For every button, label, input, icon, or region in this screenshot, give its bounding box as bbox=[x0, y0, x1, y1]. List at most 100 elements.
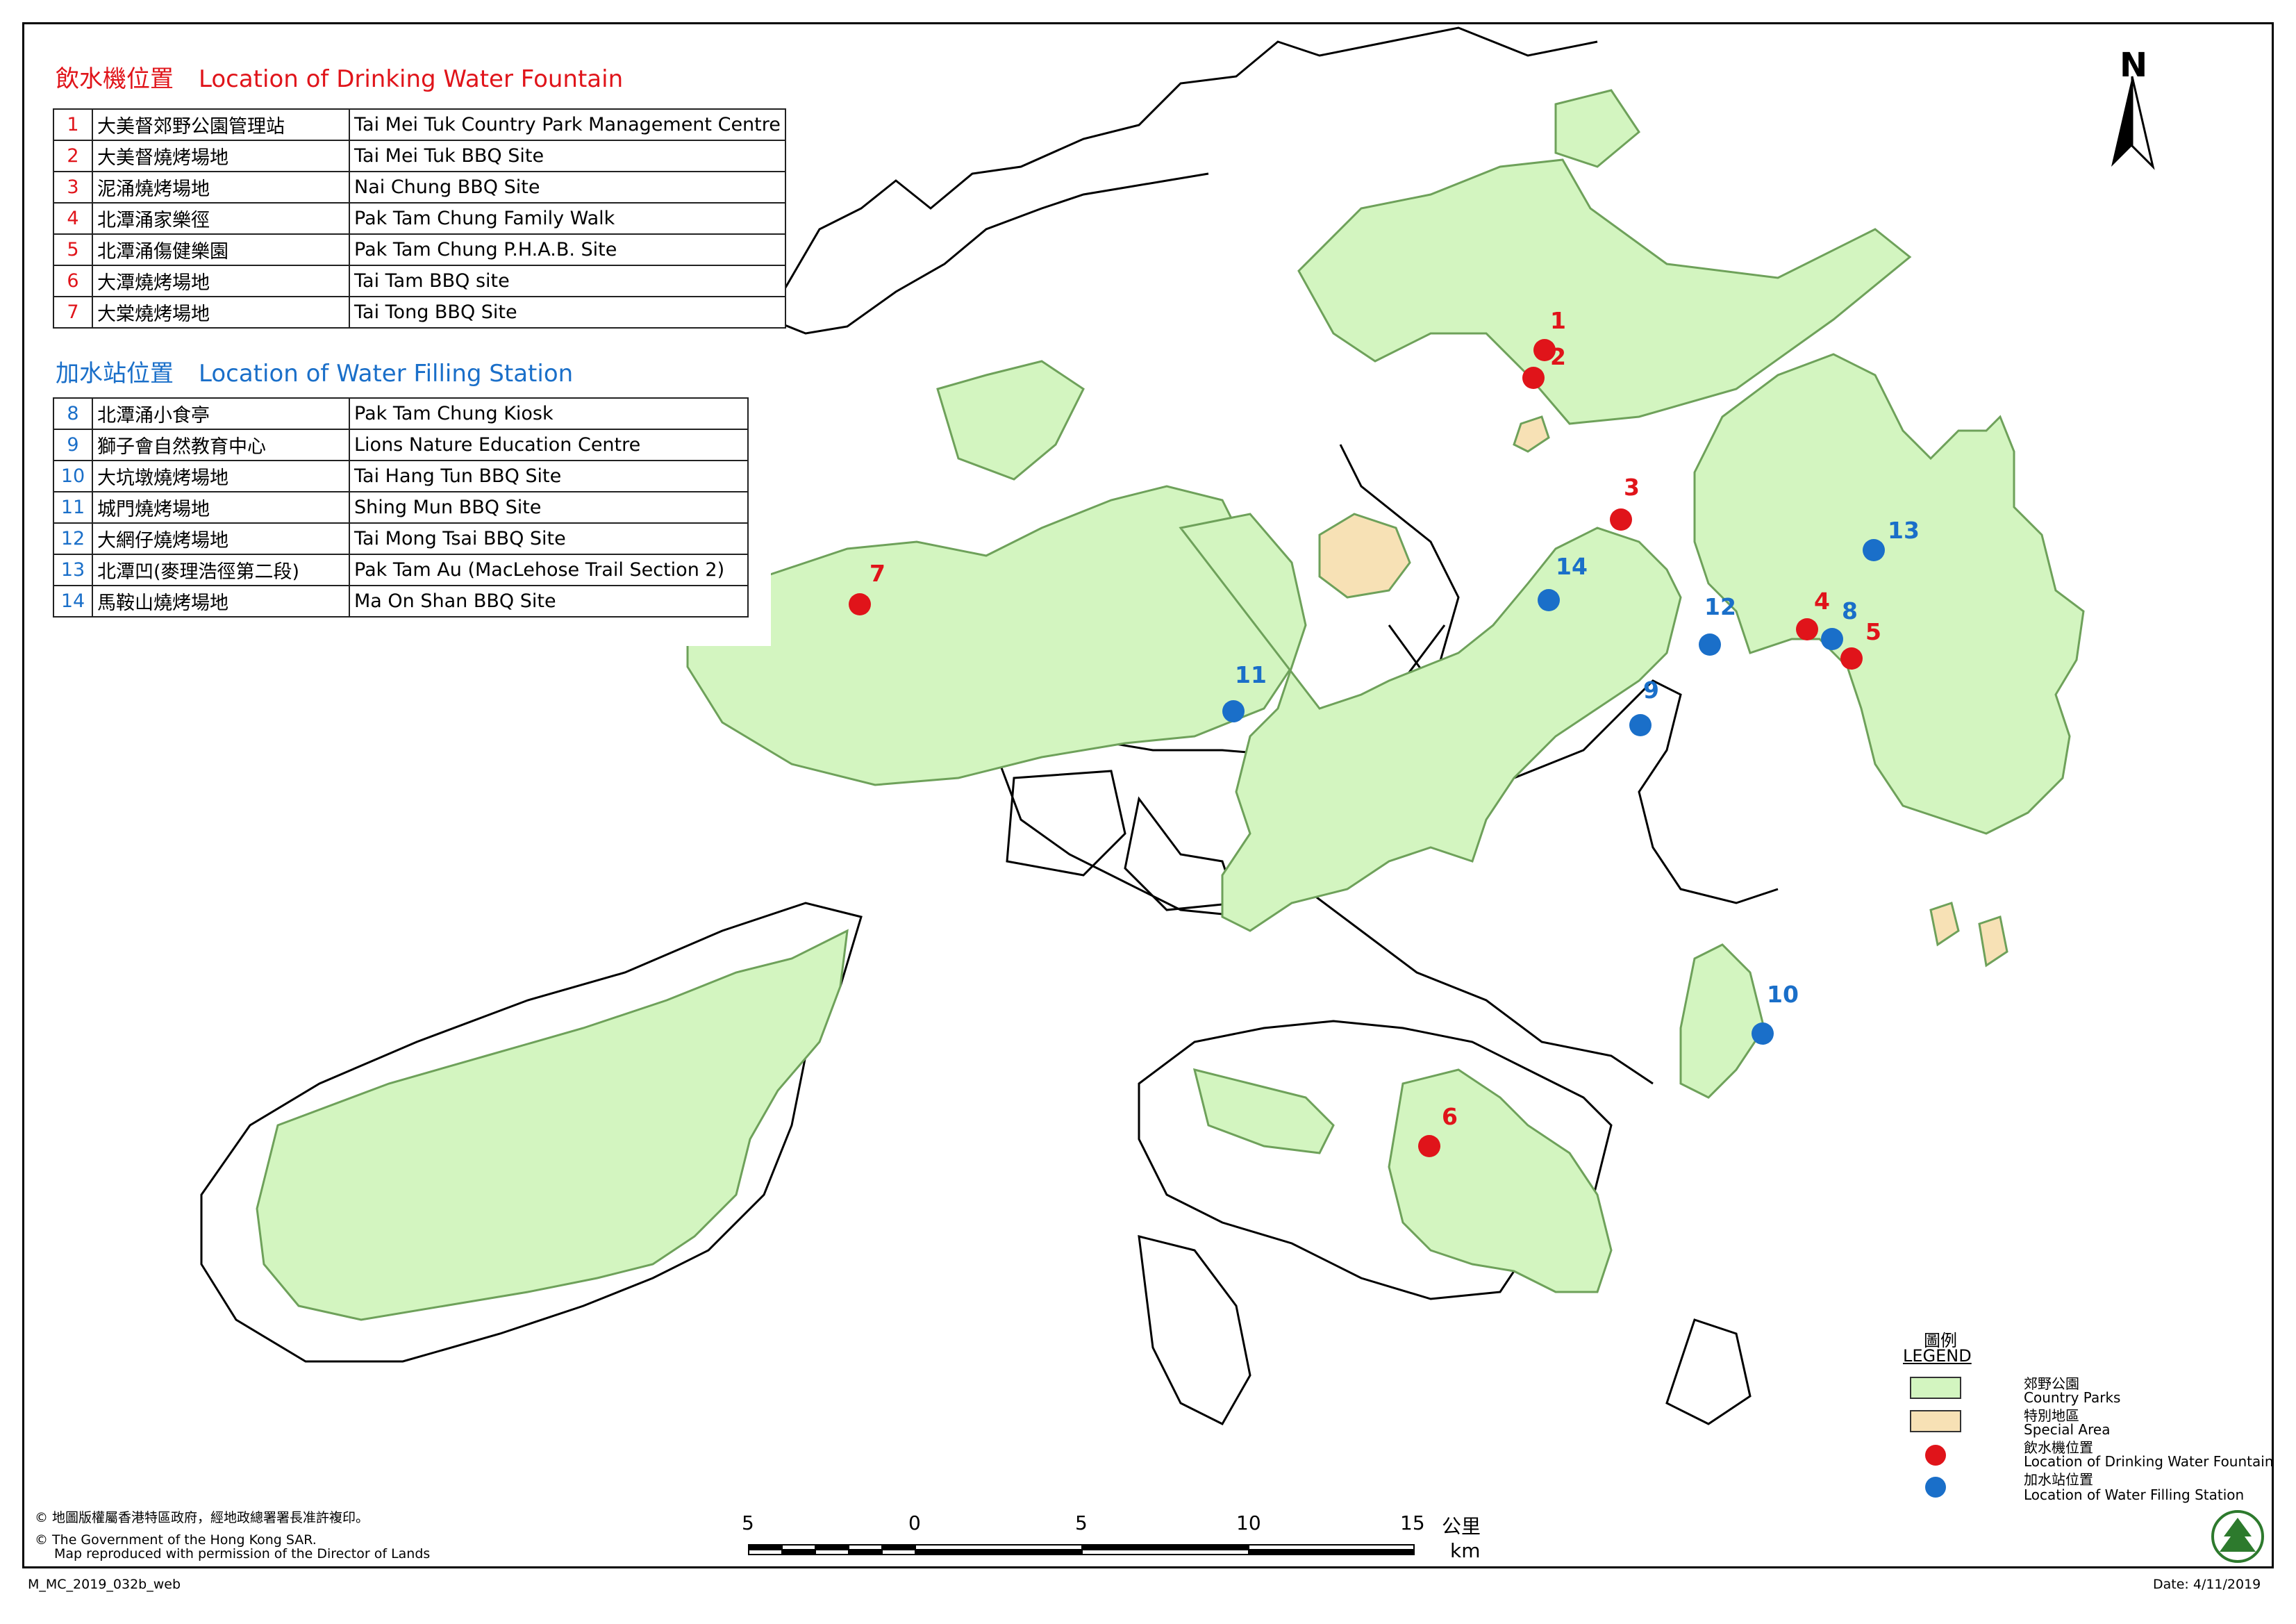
filling-marker-label-13: 13 bbox=[1888, 517, 1920, 544]
legend-special-area-swatch bbox=[1910, 1410, 1961, 1432]
filling-marker-label-9: 9 bbox=[1643, 677, 1659, 704]
drinking-marker-7[interactable] bbox=[849, 593, 871, 615]
special-area-island-2 bbox=[1929, 902, 1960, 947]
afcd-logo bbox=[2211, 1510, 2264, 1563]
legend-country-parks-en: Country Parks bbox=[2024, 1389, 2121, 1406]
northern-coastline bbox=[770, 26, 1598, 313]
north-arrow bbox=[2111, 76, 2155, 170]
site-name-en: Pak Tam Chung Family Walk bbox=[349, 202, 786, 235]
site-name-zh: 大坑墩燒烤場地 bbox=[92, 460, 350, 492]
legend-title-en: LEGEND bbox=[1903, 1346, 1972, 1366]
drinking-marker-5[interactable] bbox=[1840, 647, 1863, 670]
site-name-zh: 大網仔燒烤場地 bbox=[92, 522, 350, 555]
airport-island bbox=[1006, 770, 1126, 877]
site-name-en: Pak Tam Chung Kiosk bbox=[349, 397, 749, 430]
legend-country-parks-swatch bbox=[1910, 1377, 1961, 1399]
drinking-site-row: 3 泥涌燒烤場地 Nai Chung BBQ Site bbox=[53, 171, 786, 204]
filling-site-row: 14 馬鞍山燒烤場地 Ma On Shan BBQ Site bbox=[53, 585, 749, 618]
filling-marker-14[interactable] bbox=[1538, 589, 1560, 611]
drinking-site-row: 6 大潭燒烤場地 Tai Tam BBQ site bbox=[53, 265, 786, 297]
site-name-en: Shing Mun BBQ Site bbox=[349, 491, 749, 524]
site-name-en: Ma On Shan BBQ Site bbox=[349, 585, 749, 618]
site-name-en: Tai Tam BBQ site bbox=[349, 265, 786, 297]
filling-marker-9[interactable] bbox=[1629, 714, 1652, 736]
drinking-site-row: 7 大棠燒烤場地 Tai Tong BBQ Site bbox=[53, 296, 786, 329]
scale-bar bbox=[748, 1544, 1415, 1555]
site-number: 9 bbox=[53, 429, 93, 461]
park-shing-mun bbox=[1179, 513, 1682, 932]
site-number: 2 bbox=[53, 140, 93, 172]
drinking-title-zh: 飲水機位置 bbox=[56, 65, 174, 93]
legend-special-area-en: Special Area bbox=[2024, 1421, 2111, 1438]
park-lam-tsuen bbox=[936, 360, 1085, 481]
scale-label-5: 5 bbox=[1075, 1511, 1088, 1534]
filling-site-row: 8 北潭涌小食亭 Pak Tam Chung Kiosk bbox=[53, 397, 749, 430]
drinking-section-title: 飲水機位置 Location of Drinking Water Fountain bbox=[56, 60, 623, 94]
drinking-title-en: Location of Drinking Water Fountain bbox=[199, 65, 624, 93]
filling-title-zh: 加水站位置 bbox=[56, 360, 174, 388]
scale-unit-zh: 公里 bbox=[1442, 1515, 1481, 1538]
filling-section-title: 加水站位置 Location of Water Filling Station bbox=[56, 354, 573, 388]
filling-marker-label-10: 10 bbox=[1767, 981, 1799, 1008]
filling-marker-11[interactable] bbox=[1222, 700, 1245, 722]
drinking-marker-2[interactable] bbox=[1522, 367, 1545, 389]
site-name-en: Pak Tam Au (MacLehose Trail Section 2) bbox=[349, 554, 749, 586]
drinking-site-row: 5 北潭涌傷健樂園 Pak Tam Chung P.H.A.B. Site bbox=[53, 233, 786, 266]
site-name-zh: 大潭燒烤場地 bbox=[92, 265, 350, 297]
site-number: 7 bbox=[53, 296, 93, 329]
filling-title-en: Location of Water Filling Station bbox=[199, 360, 574, 388]
site-number: 8 bbox=[53, 397, 93, 430]
drinking-marker-1[interactable] bbox=[1533, 339, 1556, 361]
legend-drinking-zh: 飲水機位置 bbox=[2024, 1439, 2093, 1456]
park-sai-kung bbox=[1693, 353, 2085, 835]
drinking-marker-4[interactable] bbox=[1796, 618, 1818, 640]
filling-marker-13[interactable] bbox=[1863, 539, 1885, 561]
filling-site-row: 9 獅子會自然教育中心 Lions Nature Education Centre bbox=[53, 429, 749, 461]
drinking-marker-label-6: 6 bbox=[1442, 1103, 1458, 1130]
filling-marker-8[interactable] bbox=[1821, 628, 1843, 650]
lamma-outline bbox=[1138, 1235, 1251, 1425]
site-number: 6 bbox=[53, 265, 93, 297]
drinking-site-row: 1 大美督郊野公園管理站 Tai Mei Tuk Country Park Mana… bbox=[53, 108, 786, 141]
legend-drinking-dot bbox=[1925, 1445, 1946, 1466]
drinking-site-row: 2 大美督燒烤場地 Tai Mei Tuk BBQ Site bbox=[53, 140, 786, 172]
filling-marker-label-12: 12 bbox=[1704, 593, 1736, 620]
site-number: 1 bbox=[53, 108, 93, 141]
site-name-zh: 北潭凹(麥理浩徑第二段) bbox=[92, 554, 350, 586]
site-name-zh: 城門燒烤場地 bbox=[92, 491, 350, 524]
drinking-marker-3[interactable] bbox=[1610, 508, 1632, 531]
drinking-marker-label-4: 4 bbox=[1814, 588, 1830, 615]
special-area-island-3 bbox=[1978, 915, 2008, 968]
copyright-en-2: Map reproduced with permission of the Di… bbox=[54, 1546, 431, 1561]
legend-drinking-en: Location of Drinking Water Fountain bbox=[2024, 1453, 2274, 1470]
legend-filling-zh: 加水站位置 bbox=[2024, 1471, 2093, 1488]
site-name-en: Tai Mei Tuk Country Park Management Cent… bbox=[349, 108, 786, 141]
park-pat-sin-leng bbox=[1554, 89, 1640, 168]
site-number: 5 bbox=[53, 233, 93, 266]
site-name-zh: 大美督郊野公園管理站 bbox=[92, 108, 350, 141]
site-name-en: Tai Hang Tun BBQ Site bbox=[349, 460, 749, 492]
filling-marker-10[interactable] bbox=[1752, 1022, 1774, 1045]
map-code: M_MC_2019_032b_web bbox=[28, 1577, 181, 1592]
filling-marker-label-8: 8 bbox=[1842, 597, 1858, 624]
site-name-zh: 大棠燒烤場地 bbox=[92, 296, 350, 329]
drinking-marker-6[interactable] bbox=[1418, 1135, 1440, 1157]
site-number: 11 bbox=[53, 491, 93, 524]
site-name-zh: 泥涌燒烤場地 bbox=[92, 171, 350, 204]
lantau-outline bbox=[200, 902, 863, 1363]
filling-marker-12[interactable] bbox=[1699, 633, 1721, 656]
filling-marker-label-11: 11 bbox=[1235, 661, 1267, 688]
copyright-en-1: © The Government of the Hong Kong SAR. bbox=[35, 1532, 317, 1548]
drinking-marker-label-7: 7 bbox=[870, 560, 885, 587]
filling-site-row: 13 北潭凹(麥理浩徑第二段) Pak Tam Au (MacLehose Trai… bbox=[53, 554, 749, 586]
site-number: 14 bbox=[53, 585, 93, 618]
drinking-marker-label-1: 1 bbox=[1550, 307, 1566, 334]
container-port bbox=[1124, 796, 1238, 911]
site-number: 13 bbox=[53, 554, 93, 586]
legend-title-zh: 圖例 bbox=[1924, 1331, 1957, 1350]
site-number: 4 bbox=[53, 202, 93, 235]
park-tai-tam bbox=[1388, 1068, 1613, 1293]
special-area-island-1 bbox=[1513, 415, 1550, 453]
park-plover-cove bbox=[1297, 158, 1912, 425]
